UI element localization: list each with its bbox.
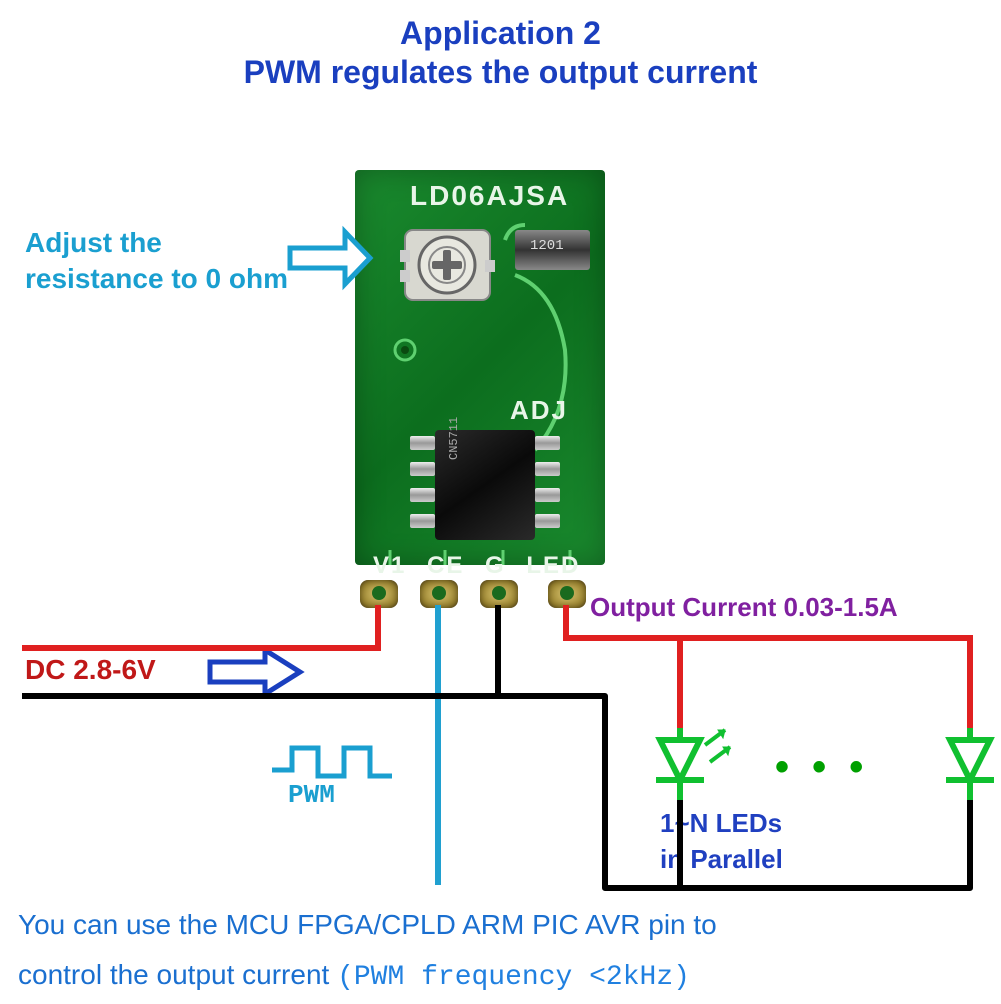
pwm-frequency-note: (PWM frequency <2kHz): [337, 962, 690, 993]
adjust-line2: resistance to 0 ohm: [25, 261, 288, 297]
dc-arrow-icon: [210, 650, 300, 694]
led-symbol-n: [920, 728, 999, 800]
soic-chip-icon: CN5711: [405, 430, 565, 540]
pcb-adj-label: ADJ: [510, 395, 568, 426]
leds-parallel-label: 1~N LEDs in Parallel: [660, 805, 783, 878]
pcb-pin-labels: V1 CE G LED: [373, 552, 580, 580]
bottom-line2: control the output current (PWM frequenc…: [18, 950, 717, 1003]
chip-marking: CN5711: [447, 417, 461, 460]
title-line1: Application 2: [0, 15, 1001, 52]
output-current-label: Output Current 0.03-1.5A: [590, 592, 898, 623]
wire-vin-red: [22, 605, 378, 648]
solder-pad-vin: [360, 580, 398, 608]
solder-pad-gnd: [480, 580, 518, 608]
pwm-label: PWM: [288, 780, 335, 810]
leds-line2: in Parallel: [660, 841, 783, 877]
title-block: Application 2 PWM regulates the output c…: [0, 15, 1001, 91]
ellipsis-dots: • • •: [775, 745, 869, 790]
bottom-line2a: control the output current: [18, 959, 337, 990]
led-symbol-1: [656, 728, 730, 800]
solder-pad-ce: [420, 580, 458, 608]
wire-led-red: [566, 605, 970, 728]
bottom-line1: You can use the MCU FPGA/CPLD ARM PIC AV…: [18, 900, 717, 950]
adjust-line1: Adjust the: [25, 225, 288, 261]
leds-line1: 1~N LEDs: [660, 805, 783, 841]
pwm-waveform-icon: [272, 748, 392, 776]
bottom-instruction: You can use the MCU FPGA/CPLD ARM PIC AV…: [18, 900, 717, 1004]
adjust-resistance-label: Adjust the resistance to 0 ohm: [25, 225, 288, 298]
dc-voltage-label: DC 2.8-6V: [25, 654, 156, 686]
solder-pad-led: [548, 580, 586, 608]
title-line2: PWM regulates the output current: [0, 54, 1001, 91]
pcb-module: LD06AJSA ADJ CN5711: [355, 170, 605, 565]
